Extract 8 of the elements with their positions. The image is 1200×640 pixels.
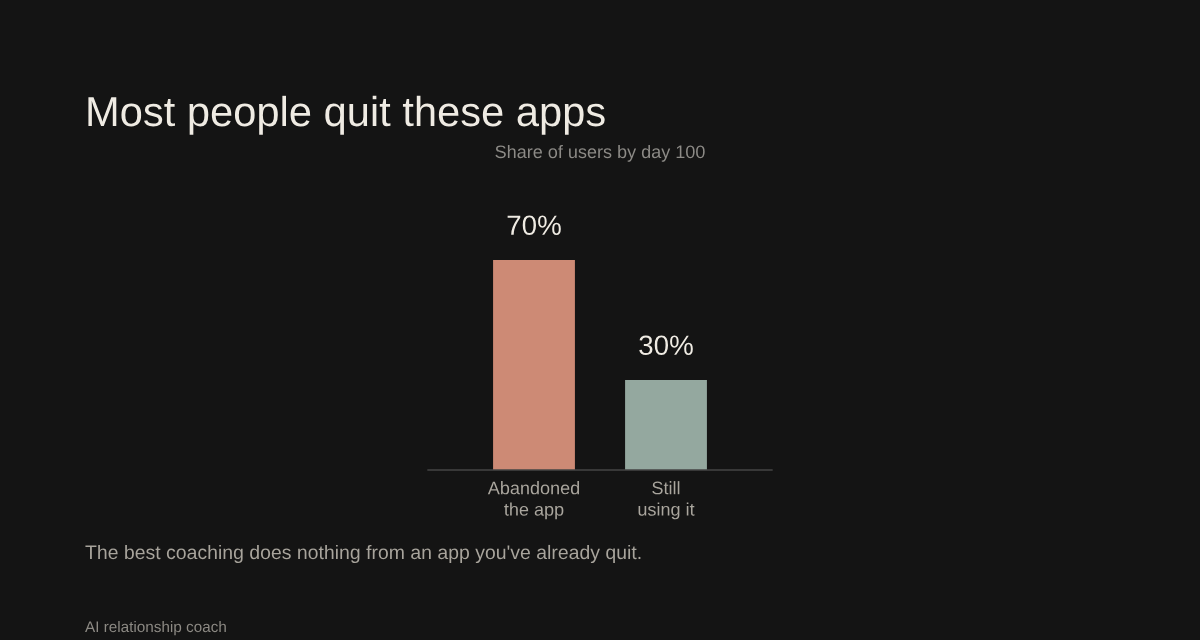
chart-title: Most people quit these apps (88, 95, 605, 135)
chart-subtitle: Share of users by day 100 (495, 144, 705, 162)
x-tick-label: Abandoned the app (487, 481, 580, 520)
text: The best coaching does nothing from an app you've already quit. (85, 544, 641, 564)
x-tick-label: Still using it (638, 481, 695, 520)
data-label: 30% (639, 335, 693, 356)
text: AI relationship coach (85, 620, 226, 636)
data-label: 70% (507, 215, 561, 236)
